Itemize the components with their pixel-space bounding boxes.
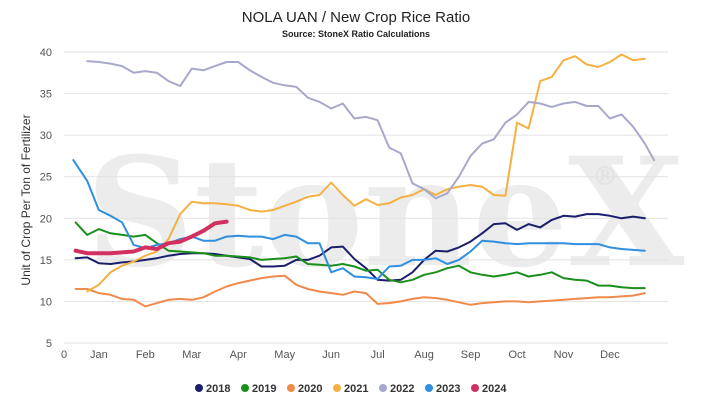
x-tick-label: Oct	[508, 349, 525, 361]
series-line-2024	[73, 219, 229, 256]
legend-label-2021: 2021	[344, 383, 368, 395]
legend-label-2018: 2018	[206, 383, 230, 395]
y-tick-label: 30	[40, 130, 52, 142]
series-line-2019	[74, 221, 646, 290]
watermark: StoneX	[86, 125, 685, 301]
legend-label-2019: 2019	[252, 383, 276, 395]
legend-marker-2020	[287, 384, 295, 392]
x-tick-label: Apr	[230, 349, 247, 361]
legend-marker-2024	[471, 384, 479, 392]
legend: 2018 2019 2020 2021 2022 2023 2024	[195, 383, 507, 395]
x-axis-ticks: Jan Feb Mar Apr May Jun Jul Aug Sep Oct Nov Dec	[90, 349, 620, 361]
y-tick-label: 25	[40, 172, 52, 184]
legend-label-2022: 2022	[390, 383, 414, 395]
legend-label-2020: 2020	[298, 383, 322, 395]
y-tick-label: 15	[40, 255, 52, 267]
y-tick-label: 20	[40, 213, 52, 225]
y-axis-ticks: 5 10 15 20 25 30 35 40	[40, 47, 52, 350]
y-axis-label: Unit of Crop Per Ton of Fertilizer	[19, 114, 33, 285]
y-tick-label: 35	[40, 89, 52, 101]
x-tick-label: Aug	[414, 349, 434, 361]
x-tick-label: Sep	[461, 349, 481, 361]
series-line-2021	[86, 53, 646, 293]
x-tick-label: Jul	[371, 349, 385, 361]
x-tick-label: Mar	[182, 349, 201, 361]
legend-marker-2018	[195, 384, 203, 392]
series-line-2022	[86, 60, 656, 200]
chart-title: NOLA UAN / New Crop Rice Ratio	[242, 9, 470, 26]
legend-label-2024: 2024	[482, 383, 507, 395]
x-tick-label: May	[274, 349, 295, 361]
series-lines	[72, 53, 656, 308]
legend-marker-2019	[241, 384, 249, 392]
legend-marker-2022	[379, 384, 387, 392]
y-tick-label: 10	[40, 296, 52, 308]
series-line-2020	[74, 274, 646, 308]
chart-subtitle: Source: StoneX Ratio Calculations	[282, 29, 430, 39]
x-tick-label: Jan	[90, 349, 108, 361]
y-tick-label: 40	[40, 47, 52, 59]
y-tick-label: 5	[46, 338, 52, 350]
legend-marker-2023	[425, 384, 433, 392]
legend-label-2023: 2023	[436, 383, 460, 395]
legend-marker-2021	[333, 384, 341, 392]
x-tick-label: Nov	[554, 349, 574, 361]
x-tick-label: Feb	[136, 349, 155, 361]
x-tick-label: Jun	[322, 349, 340, 361]
series-line-2018	[74, 213, 646, 282]
x-tick-zero: 0	[61, 349, 67, 361]
x-tick-label: Dec	[600, 349, 620, 361]
